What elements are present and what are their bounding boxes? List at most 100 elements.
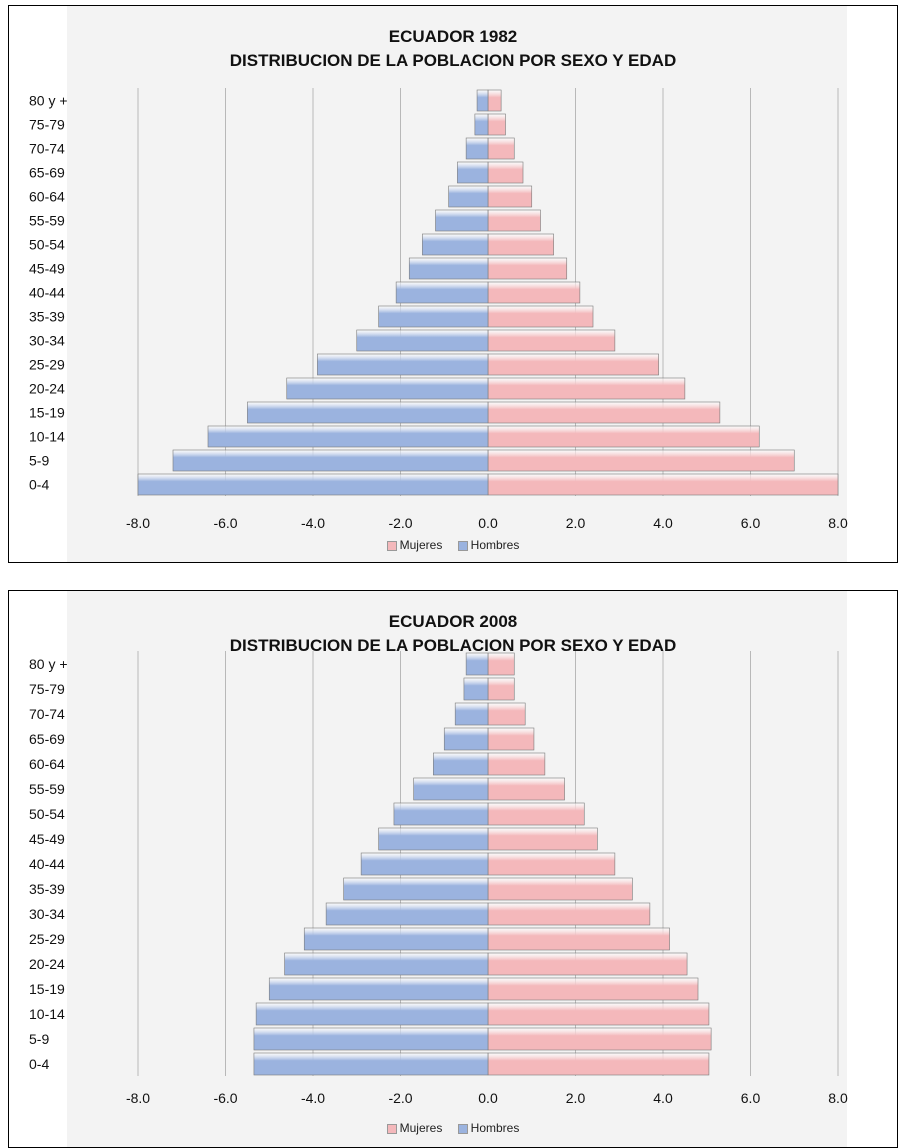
bar-hombres-80yplus xyxy=(465,652,489,676)
chart-subtitle: DISTRIBUCION DE LA POBLACION POR SEXO Y … xyxy=(229,51,677,70)
bar-mujeres-5-9 xyxy=(487,449,795,472)
y-tick-label: 65-69 xyxy=(29,731,65,747)
x-tick-label: -4.0 xyxy=(301,515,325,531)
legend-label-mujeres: Mujeres xyxy=(399,538,443,552)
legend-swatch-mujeres xyxy=(386,540,397,551)
y-tick-label: 65-69 xyxy=(29,165,65,181)
bar-hombres-5-9 xyxy=(172,449,489,472)
bar-mujeres-55-59 xyxy=(487,777,565,801)
y-tick-label: 75-79 xyxy=(29,117,65,133)
x-tick-label: 8.0 xyxy=(828,1090,848,1106)
bar-hombres-10-14 xyxy=(207,425,489,448)
y-tick-label: 55-59 xyxy=(29,781,65,797)
bar-mujeres-60-64 xyxy=(487,752,546,776)
bar-hombres-70-74 xyxy=(465,137,489,160)
y-tick-label: 0-4 xyxy=(29,1056,49,1072)
bar-hombres-50-54 xyxy=(393,802,489,826)
y-tick-label: 15-19 xyxy=(29,981,65,997)
y-tick-label: 25-29 xyxy=(29,357,65,373)
y-tick-label: 35-39 xyxy=(29,881,65,897)
bar-hombres-40-44 xyxy=(360,852,489,876)
bar-hombres-20-24 xyxy=(286,377,489,400)
x-tick-label: 2.0 xyxy=(566,1090,586,1106)
x-tick-label: -6.0 xyxy=(213,515,237,531)
legend-swatch-hombres xyxy=(457,540,468,551)
x-tick-label: -8.0 xyxy=(126,515,150,531)
y-tick-label: 55-59 xyxy=(29,213,65,229)
legend-label-mujeres: Mujeres xyxy=(399,1121,443,1135)
chart-legend: Mujeres Hombres xyxy=(9,1121,897,1135)
bar-mujeres-10-14 xyxy=(487,425,760,448)
legend-item-hombres: Hombres xyxy=(457,1121,520,1135)
bar-mujeres-70-74 xyxy=(487,137,515,160)
bar-mujeres-80yplus xyxy=(487,652,515,676)
legend-swatch-mujeres xyxy=(386,1123,397,1134)
chart-title: ECUADOR 2008 xyxy=(388,612,518,631)
bar-mujeres-65-69 xyxy=(487,727,535,751)
y-tick-label: 50-54 xyxy=(29,237,65,253)
x-tick-label: -6.0 xyxy=(213,1090,237,1106)
bar-mujeres-50-54 xyxy=(487,233,554,256)
y-tick-label: 25-29 xyxy=(29,931,65,947)
bar-mujeres-45-49 xyxy=(487,257,568,280)
y-tick-label: 45-49 xyxy=(29,831,65,847)
pyramid-chart-1982: 80 y + 75-79 70-74 65-69 60-64 55-59 50-54 45-4… xyxy=(29,88,848,531)
x-tick-label: 6.0 xyxy=(741,1090,761,1106)
pyramid-panel-1982: ECUADOR 1982 DISTRIBUCION DE LA POBLACIO… xyxy=(8,5,898,563)
x-tick-label: 6.0 xyxy=(741,515,761,531)
bar-hombres-60-64 xyxy=(433,752,489,776)
y-tick-label: 45-49 xyxy=(29,261,65,277)
bar-mujeres-65-69 xyxy=(487,161,524,184)
bar-mujeres-25-29 xyxy=(487,927,670,951)
y-tick-label: 60-64 xyxy=(29,189,65,205)
bar-hombres-25-29 xyxy=(303,927,489,951)
bar-hombres-5-9 xyxy=(253,1027,489,1051)
x-tick-label: -4.0 xyxy=(301,1090,325,1106)
x-tick-label: -2.0 xyxy=(388,515,412,531)
legend-item-mujeres: Mujeres xyxy=(386,1121,443,1135)
y-tick-label: 60-64 xyxy=(29,756,65,772)
y-tick-label: 80 y + xyxy=(29,93,68,109)
y-tick-label: 40-44 xyxy=(29,285,65,301)
x-tick-label: 4.0 xyxy=(653,515,673,531)
bar-mujeres-40-44 xyxy=(487,281,581,304)
pyramid-panel-2008: ECUADOR 2008 DISTRIBUCION DE LA POBLACIO… xyxy=(8,590,898,1148)
y-tick-label: 35-39 xyxy=(29,309,65,325)
y-tick-label: 70-74 xyxy=(29,141,65,157)
bar-mujeres-30-34 xyxy=(487,902,651,926)
bar-mujeres-35-39 xyxy=(487,877,633,901)
bar-hombres-55-59 xyxy=(435,209,489,232)
bar-hombres-30-34 xyxy=(356,329,489,352)
bar-hombres-55-59 xyxy=(413,777,489,801)
chart-legend: Mujeres Hombres xyxy=(9,538,897,552)
x-tick-label: 0.0 xyxy=(478,515,498,531)
bar-mujeres-0-4 xyxy=(487,1052,710,1076)
bar-mujeres-70-74 xyxy=(487,702,526,726)
bar-mujeres-25-29 xyxy=(487,353,659,376)
bar-hombres-80yplus xyxy=(476,89,489,112)
bar-hombres-10-14 xyxy=(255,1002,489,1026)
bar-mujeres-60-64 xyxy=(487,185,533,208)
bar-hombres-45-49 xyxy=(378,827,489,851)
y-tick-label: 5-9 xyxy=(29,453,49,469)
bar-hombres-35-39 xyxy=(343,877,489,901)
y-tick-label: 10-14 xyxy=(29,1006,65,1022)
y-tick-label: 80 y + xyxy=(29,656,68,672)
bar-hombres-30-34 xyxy=(325,902,489,926)
chart-title: ECUADOR 1982 xyxy=(388,27,518,46)
bar-mujeres-75-79 xyxy=(487,677,515,701)
y-tick-label: 30-34 xyxy=(29,906,65,922)
bar-hombres-15-19 xyxy=(247,401,489,424)
y-tick-label: 40-44 xyxy=(29,856,65,872)
x-tick-label: -2.0 xyxy=(388,1090,412,1106)
legend-label-hombres: Hombres xyxy=(470,1121,520,1135)
y-tick-label: 20-24 xyxy=(29,381,65,397)
bar-mujeres-30-34 xyxy=(487,329,616,352)
bar-mujeres-20-24 xyxy=(487,377,686,400)
bar-hombres-70-74 xyxy=(454,702,489,726)
bar-hombres-40-44 xyxy=(395,281,489,304)
bar-mujeres-35-39 xyxy=(487,305,594,328)
legend-swatch-hombres xyxy=(457,1123,468,1134)
bar-hombres-50-54 xyxy=(422,233,489,256)
x-tick-label: 0.0 xyxy=(478,1090,498,1106)
